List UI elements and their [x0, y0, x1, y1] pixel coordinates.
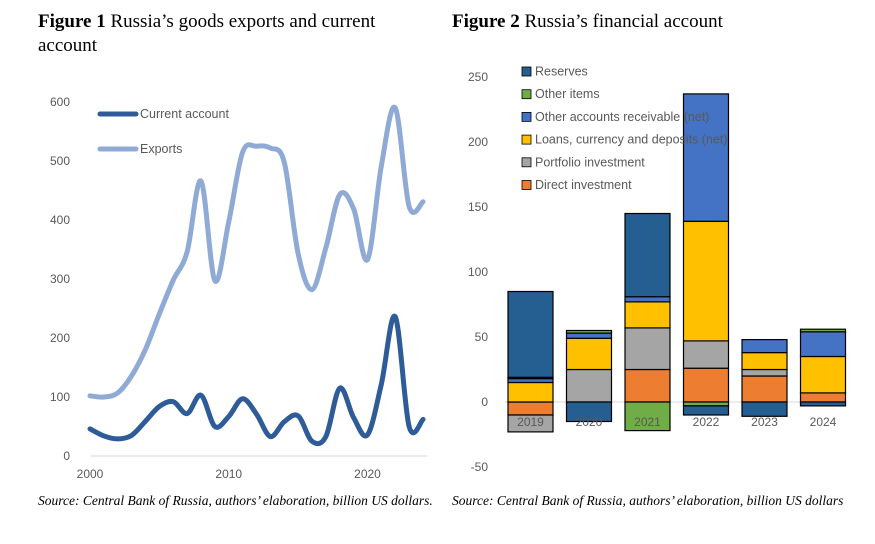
bar-segment-direct-investment-2019 — [507, 401, 554, 416]
bar-segment-portfolio-investment-2019 — [507, 414, 554, 433]
legend-label: Portfolio investment — [535, 155, 645, 169]
y-tick-label: 300 — [50, 272, 70, 286]
bar-segment-direct-investment-2024 — [799, 392, 847, 403]
bar-segment-portfolio-investment-2020 — [565, 368, 613, 403]
bar-segment-reserves-2019 — [507, 290, 554, 378]
bar-segment-loans-currency-and-deposits-net-2022 — [682, 220, 730, 342]
y-tick-label: 0 — [481, 395, 488, 409]
series-line-exports — [87, 104, 426, 400]
legend-label: Other accounts receivable (net) — [535, 110, 709, 124]
x-tick-label: 2022 — [693, 415, 720, 429]
y-tick-label: 50 — [475, 330, 489, 344]
bar-segment-loans-currency-and-deposits-net-2021 — [624, 301, 671, 329]
legend-label: Direct investment — [535, 178, 632, 192]
x-tick-label: 2020 — [354, 467, 381, 481]
x-tick-label: 2020 — [576, 415, 603, 429]
y-tick-label: 150 — [468, 200, 488, 214]
figure2-number: Figure 2 — [452, 11, 520, 32]
x-tick-label: 2024 — [810, 415, 837, 429]
legend-label: Current account — [140, 107, 229, 121]
y-tick-label: 200 — [468, 135, 488, 149]
bar-segment-other-items-2021 — [624, 401, 671, 432]
bar-segment-direct-investment-2021 — [624, 368, 671, 403]
x-tick-label: 2010 — [215, 467, 242, 481]
bar-segment-reserves-2020 — [565, 401, 613, 423]
bar-segment-loans-currency-and-deposits-net-2019 — [507, 381, 554, 403]
bar-segment-other-accounts-receivable-net-2023 — [741, 339, 788, 354]
bar-segment-portfolio-investment-2021 — [624, 327, 671, 371]
bar-segment-other-items-2024 — [799, 328, 847, 333]
y-tick-label: 0 — [63, 449, 70, 463]
bar-segment-portfolio-investment-2022 — [682, 340, 730, 369]
y-tick-label: 100 — [468, 265, 488, 279]
bar-segment-loans-currency-and-deposits-net-2024 — [799, 355, 847, 394]
x-tick-label: 2000 — [77, 467, 104, 481]
y-tick-label: -50 — [471, 460, 489, 474]
stacked-bar-chart: -50 0 50 100 150 200 250 2019 2020 2021 2022 2023 20… — [468, 65, 847, 474]
y-tick-label: 600 — [50, 95, 70, 109]
figure2-source: Source: Central Bank of Russia, authors’… — [452, 493, 844, 508]
legend-label: Exports — [140, 142, 182, 156]
y-tick-label: 200 — [50, 331, 70, 345]
x-tick-label: 2023 — [751, 415, 778, 429]
x-tick-label: 2021 — [634, 415, 661, 429]
figure2-title-text: Russia’s financial account — [524, 11, 723, 32]
figure1-title-text: Russia’s goods exports and current accou… — [38, 11, 376, 56]
legend-swatch — [521, 180, 532, 190]
x-tick-label: 2019 — [517, 415, 544, 429]
legend-swatch — [521, 89, 532, 100]
legend-label: Other items — [535, 87, 600, 101]
legend-swatch — [521, 157, 532, 168]
bar-segment-direct-investment-2023 — [741, 375, 788, 403]
bar-segment-direct-investment-2022 — [682, 367, 730, 403]
bar-segment-other-accounts-receivable-net-2022 — [682, 93, 730, 222]
bar-segment-loans-currency-and-deposits-net-2020 — [565, 337, 613, 371]
y-tick-label: 500 — [50, 154, 70, 168]
series-line-current-account — [87, 313, 426, 447]
legend-label: Loans, currency and deposits (net) — [535, 133, 727, 147]
figure1-source: Source: Central Bank of Russia, authors’… — [38, 493, 433, 508]
bar-segment-other-accounts-receivable-net-2021 — [624, 296, 671, 303]
bar-segment-portfolio-investment-2023 — [741, 368, 788, 377]
legend-label: Reserves — [535, 65, 588, 79]
bar-segment-other-accounts-receivable-net-2020 — [565, 332, 613, 339]
legend-swatch — [521, 66, 532, 77]
bar-segment-reserves-2021 — [624, 212, 671, 298]
y-tick-label: 250 — [468, 70, 488, 84]
line-chart: 0 100 200 300 400 500 600 2000 2010 2020 Current a… — [50, 95, 427, 481]
y-tick-label: 100 — [50, 390, 70, 404]
bar-segment-reserves-2023 — [741, 401, 788, 417]
y-tick-label: 400 — [50, 213, 70, 227]
figure2-title: Figure 2 Russia’s financial account — [452, 10, 862, 34]
legend-swatch — [521, 112, 532, 122]
figure1-title: Figure 1 Russia’s goods exports and curr… — [38, 10, 438, 58]
bar-segment-loans-currency-and-deposits-net-2023 — [741, 352, 788, 371]
bar-segment-other-accounts-receivable-net-2024 — [799, 331, 847, 358]
legend-swatch — [521, 134, 532, 145]
bar-segment-reserves-2022 — [682, 405, 730, 416]
bar-segment-other-items-2020 — [565, 329, 613, 334]
figure1-number: Figure 1 — [38, 11, 106, 32]
bar-segment-reserves-2024 — [799, 401, 847, 407]
